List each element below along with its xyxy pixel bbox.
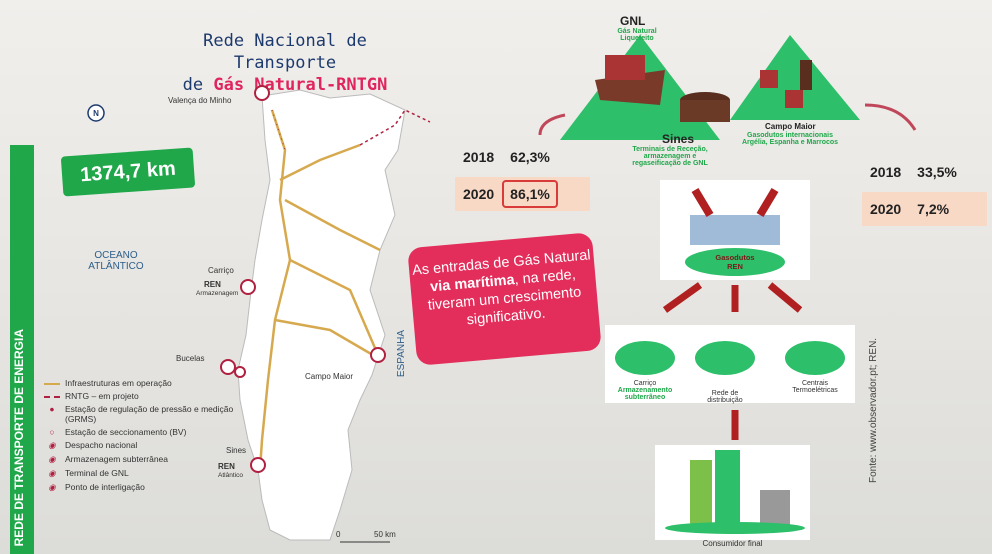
legend-item: Infraestruturas em operação (65, 378, 172, 388)
gnl-title: GNL (620, 14, 646, 28)
arrow (538, 113, 566, 136)
legend-item: Terminal de GNL (65, 468, 129, 478)
title-line: Rede Nacional de Transporte (203, 31, 367, 73)
map-pins (220, 85, 386, 473)
legend-item: Armazenagem subterrânea (65, 454, 169, 464)
pipe-block (785, 90, 803, 108)
legend-item: RNTG – em projeto (65, 391, 139, 401)
legend-item: Ponto de interligação (65, 482, 145, 492)
title: Rede Nacional de Transporte de Gás Natur… (150, 30, 420, 96)
map-label: Valença do Minho (168, 96, 232, 105)
map-label: Atlântico (218, 472, 243, 479)
legend-item: Despacho nacional (65, 440, 138, 450)
hub-line: Gasodutos (715, 253, 755, 262)
building (690, 460, 712, 525)
map-label: Bucelas (176, 354, 205, 363)
scale-label: 0 (336, 530, 341, 539)
share: 7,2% (917, 201, 950, 217)
output-name: Rede de distribuição (707, 390, 743, 404)
legend-item: Estação de seccionamento (BV) (65, 427, 187, 437)
table-campo-maior: 2018 33,5% 2020 7,2% (862, 155, 987, 229)
pipeline (274, 143, 381, 360)
campo-place: Campo Maior (765, 122, 816, 131)
title-prefix: de (182, 75, 204, 95)
callout: As entradas de Gás Natural via marítima,… (407, 232, 602, 366)
year: 2018 (870, 164, 902, 180)
hub-building (690, 215, 780, 245)
scale-label: 50 km (374, 530, 396, 539)
map-portugal (237, 89, 406, 541)
share: 62,3% (510, 149, 550, 165)
output-icon (695, 341, 755, 375)
year: 2020 (870, 201, 902, 217)
hub-label: Gasodutos REN (700, 253, 770, 271)
ground (665, 522, 805, 534)
arrow (864, 103, 917, 131)
hub-line: REN (727, 262, 743, 271)
side-banner: REDE DE TRANSPORTE DE ENERGIA (10, 145, 34, 554)
campo-description: Gasodutos internacionais Argélia, Espanh… (741, 132, 839, 146)
output-description: Armazenamento subterrâneo (617, 387, 673, 401)
output: Carriço Armazenamento subterrâneo (615, 380, 675, 401)
compass-n: N (93, 109, 99, 118)
share: 86,1% (502, 180, 558, 208)
down-arrows (662, 282, 803, 313)
output-icon (785, 341, 845, 375)
output-icon (615, 341, 675, 375)
hub-arrows (691, 187, 779, 218)
map-label: Campo Maior (305, 372, 354, 381)
map-label: Armazenagem (196, 290, 239, 297)
map-label: REN (204, 280, 221, 289)
campo-triangle (730, 35, 860, 120)
pipe-block (800, 60, 812, 90)
year: 2020 (463, 186, 495, 202)
gnl-place: Sines (662, 132, 695, 146)
pipeline (258, 109, 292, 471)
year: 2018 (463, 149, 495, 165)
share: 33,5% (917, 164, 957, 180)
output-name: Carriço (633, 380, 657, 387)
output-name: Centrais Termoelétricas (792, 380, 838, 394)
legend-item: Estação de regulação de pressão e mediçã… (65, 404, 234, 424)
gnl-subtitle: Gás Natural Liquefeito (617, 28, 657, 42)
gnl-description: Terminais de Receção, armazenagem e rega… (632, 146, 708, 167)
house (760, 490, 790, 525)
containers (605, 55, 645, 80)
pipe-block (760, 70, 778, 88)
building (715, 450, 740, 525)
hub-base (685, 248, 785, 276)
map-label: ESPANHA (396, 330, 407, 378)
ocean-label: OCEANO ATLÂNTICO (88, 250, 144, 272)
stations (271, 109, 286, 151)
final-label: Consumidor final (702, 539, 763, 548)
compass (87, 104, 105, 122)
map-label: Sines (226, 446, 247, 455)
legend: Infraestruturas em operação RNTG – em pr… (44, 378, 244, 496)
tank (680, 100, 730, 122)
source: Fonte: www.observador.pt; REN. (868, 337, 879, 483)
map-label: Carriço (208, 266, 234, 275)
pipeline-project (359, 109, 431, 146)
map-label: REN (218, 462, 235, 471)
table-sines: 2018 62,3% 2020 86,1% (455, 140, 590, 214)
